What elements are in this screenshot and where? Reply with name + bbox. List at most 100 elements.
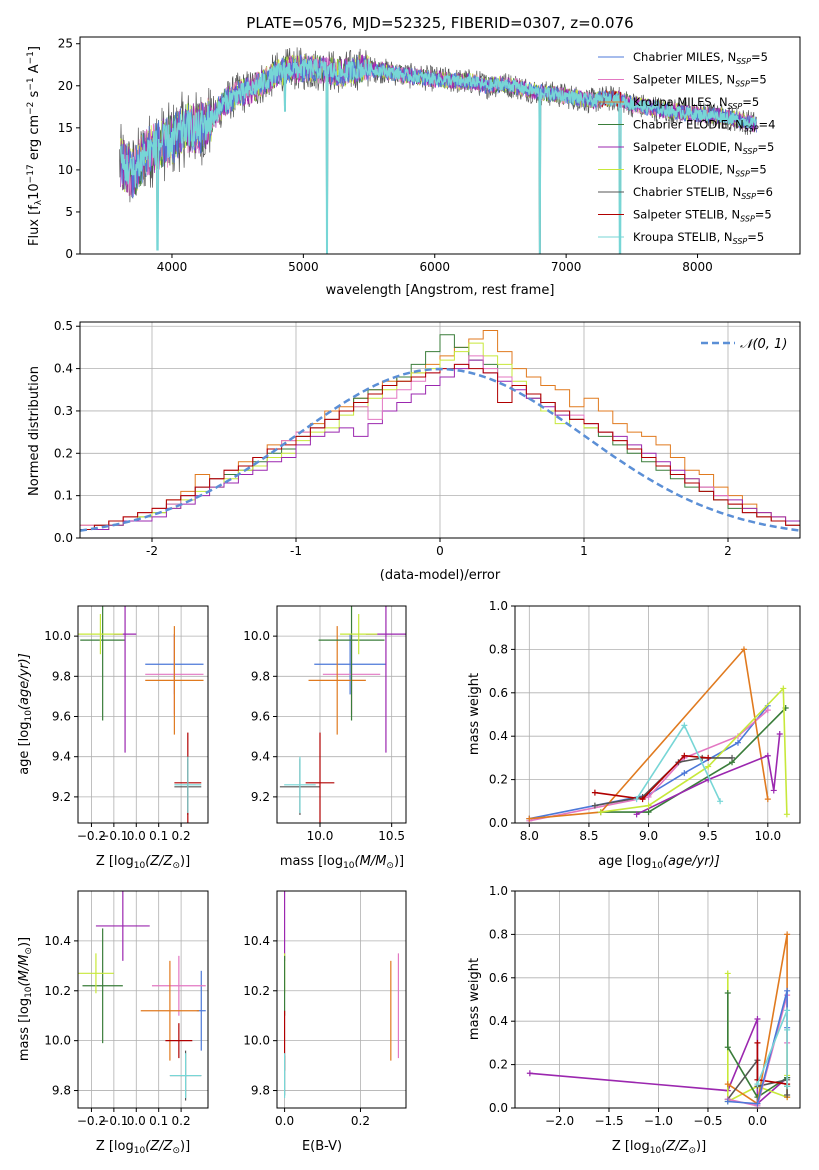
x-tick-label: 5000 — [288, 260, 319, 274]
y-tick-label: 10.2 — [243, 984, 270, 998]
mass-weight-marker — [645, 793, 652, 800]
x-tick-label: 2 — [724, 544, 732, 558]
y-tick-label: 0.0 — [54, 531, 73, 545]
x-tick-label: −0.1 — [99, 1114, 128, 1128]
mass-weight-marker — [681, 770, 688, 777]
error-bar-point — [318, 606, 385, 721]
mass-weight-marker — [705, 754, 712, 761]
x-tick-label: −1.0 — [644, 1114, 673, 1128]
spectrum-series-line — [120, 58, 758, 254]
weight-vs-metallicity-xlabel: Z [log10(Z/Z⊙)] — [612, 1139, 706, 1156]
age-vs-metallicity-xlabel: Z [log10(Z/Z⊙)] — [96, 854, 190, 871]
age-vs-metallicity-plot-area: −0.2−0.10.0 0.1 0.2 9.2 9.4 9.6 9.8 10.0 — [44, 605, 209, 843]
axes-frame — [276, 605, 407, 824]
mass-vs-extinction-xlabel: E(B-V) — [302, 1139, 342, 1154]
y-tick-label: 0.2 — [54, 446, 73, 460]
y-tick-label: 0.2 — [489, 773, 508, 787]
mass-vs-metallicity-xlabel: Z [log10(Z/Z⊙)] — [96, 1139, 190, 1156]
mass-weight-marker — [740, 646, 747, 653]
y-tick-label: 9.2 — [251, 790, 270, 804]
x-tick-label: -1 — [290, 544, 302, 558]
x-tick-label: 0 — [436, 544, 444, 558]
error-bar-point — [174, 756, 202, 813]
y-tick-label: 10 — [58, 163, 73, 177]
y-tick-label: 0.2 — [489, 1058, 508, 1072]
mass-vs-metallicity-ylabel: mass [log10(M/M⊙)] — [17, 937, 34, 1061]
weight-vs-age-panel: 8.0 8.5 9.0 9.5 10.0 0.0 0.2 0.4 0.6 0.8 1.0 age [… — [467, 599, 801, 871]
mass-weight-marker — [633, 811, 640, 818]
spectrum-legend-label: Chabrier ELODIE, NSSP=4 — [633, 118, 775, 134]
x-tick-label: 9.0 — [639, 829, 658, 843]
residuals-legend: 𝒩(0, 1) — [701, 337, 787, 352]
x-tick-label: −1.5 — [594, 1114, 623, 1128]
spectrum-legend-label: Kroupa STELIB, NSSP=5 — [633, 230, 764, 246]
mass-weight-marker — [724, 1098, 731, 1105]
mass-weight-marker — [724, 1081, 731, 1088]
y-tick-label: 0 — [65, 247, 73, 261]
x-tick-label: 4000 — [157, 260, 188, 274]
x-tick-label: 0.0 — [127, 1114, 146, 1128]
x-tick-label: 0.0 — [748, 1114, 767, 1128]
x-tick-label: −0.2 — [77, 1114, 106, 1128]
mass-vs-extinction-plot-area: 0.0 0.2 9.8 10.0 10.2 10.4 — [243, 890, 407, 1128]
y-tick-label: 0.4 — [489, 1014, 508, 1028]
error-bar-point — [284, 756, 316, 813]
mass-weight-line — [600, 707, 787, 813]
mass-weight-marker — [754, 1016, 761, 1023]
spectrum-legend-label: Chabrier MILES, NSSP=5 — [633, 50, 768, 66]
error-bar-point — [82, 928, 123, 1044]
spectrum-legend-label: Salpeter MILES, NSSP=5 — [633, 73, 767, 89]
y-tick-label: 0.4 — [54, 362, 73, 376]
axes-frame — [276, 890, 407, 1109]
mass-weight-marker — [754, 1039, 761, 1046]
age-vs-metallicity-ylabel: age [log10(age/yr)] — [17, 653, 34, 775]
x-tick-label: 1 — [580, 544, 588, 558]
x-tick-label: 8.0 — [520, 829, 539, 843]
x-tick-label: −0.2 — [77, 829, 106, 843]
x-tick-label: -2 — [146, 544, 158, 558]
axes-frame — [79, 321, 801, 539]
mass-weight-line — [756, 1010, 788, 1087]
error-bar-point — [305, 732, 335, 823]
error-bar-point — [140, 960, 200, 1061]
mass-weight-marker — [645, 809, 652, 816]
spectrum-legend-label: Salpeter ELODIE, NSSP=5 — [633, 140, 774, 156]
y-tick-label: 10.4 — [44, 934, 71, 948]
y-tick-label: 25 — [58, 37, 73, 51]
y-tick-label: 10.0 — [44, 1034, 71, 1048]
mass-weight-marker — [784, 1091, 791, 1098]
x-tick-label: 0.1 — [149, 1114, 168, 1128]
weight-vs-age-ylabel: mass weight — [467, 673, 482, 755]
x-tick-label: −2.0 — [545, 1114, 574, 1128]
x-tick-label: 10.0 — [754, 829, 781, 843]
mass-weight-marker — [784, 1026, 791, 1033]
mass-weight-marker — [784, 931, 791, 938]
x-tick-label: 10.5 — [378, 829, 405, 843]
axes-frame — [514, 605, 801, 824]
mass-weight-marker — [597, 809, 604, 816]
spectrum-legend-label: Kroupa MILES, NSSP=5 — [633, 95, 759, 111]
x-tick-label: 0.1 — [149, 829, 168, 843]
spectrum-plot-area: 4000 5000 6000 7000 8000 0 5 10 15 20 25 — [58, 36, 801, 274]
x-tick-label: 10.0 — [307, 829, 334, 843]
mass-weight-marker — [729, 754, 736, 761]
x-tick-label: 0.2 — [172, 1114, 191, 1128]
mass-weight-marker — [724, 989, 731, 996]
y-tick-label: 9.6 — [52, 710, 71, 724]
mass-weight-marker — [734, 739, 741, 746]
mass-weight-marker — [784, 1083, 791, 1090]
mass-vs-metallicity-panel: −0.2−0.10.0 0.1 0.2 9.8 10.0 10.2 10.4 Z [log1… — [17, 890, 209, 1156]
weight-vs-metallicity-panel: −2.0 −1.5 −1.0 −0.5 0.0 0.0 0.2 0.4 0.6 0.8 1.0 Z … — [467, 884, 801, 1156]
y-tick-label: 0.8 — [489, 927, 508, 941]
x-tick-label: 9.5 — [699, 829, 718, 843]
x-tick-label: 8000 — [682, 260, 713, 274]
mass-weight-marker — [705, 763, 712, 770]
mass-weight-line — [529, 647, 769, 820]
y-tick-label: 9.8 — [52, 669, 71, 683]
mass-weight-marker — [526, 815, 533, 822]
axes-frame — [514, 890, 801, 1109]
x-tick-label: 6000 — [419, 260, 450, 274]
mass-weight-marker — [591, 802, 598, 809]
error-bar-point — [151, 955, 206, 1016]
